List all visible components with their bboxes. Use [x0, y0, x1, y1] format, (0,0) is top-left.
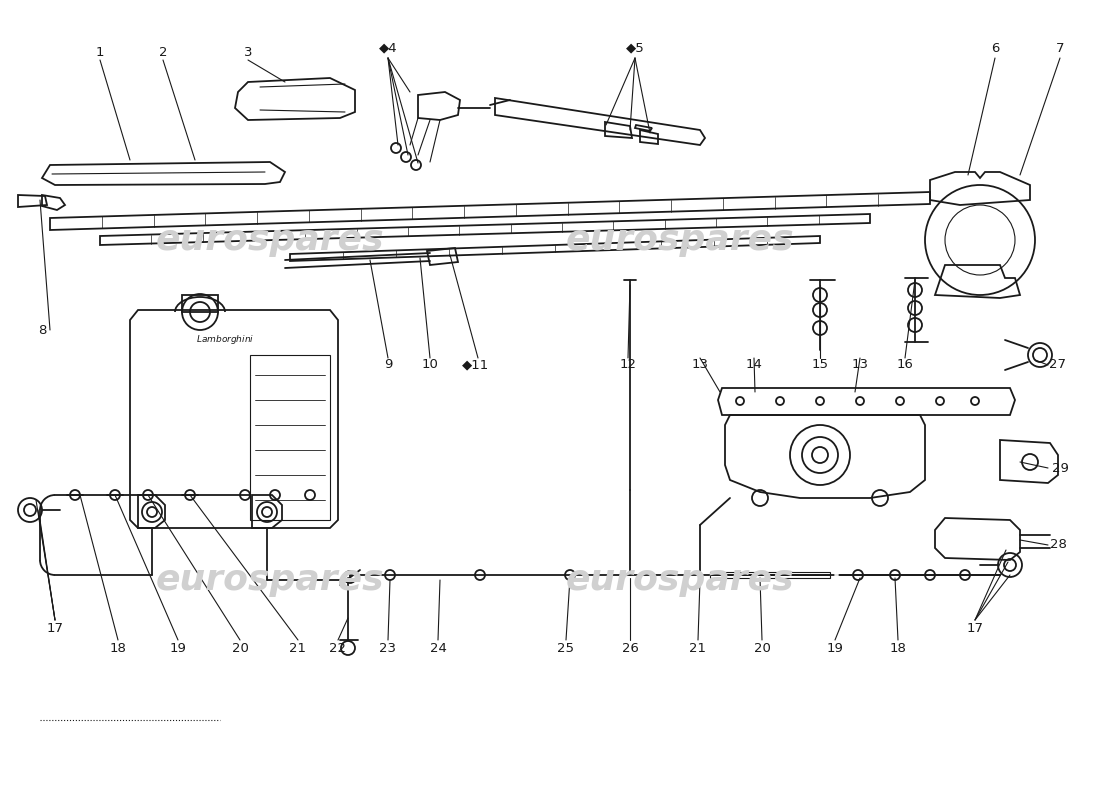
Text: 8: 8	[37, 323, 46, 337]
Text: 19: 19	[826, 642, 844, 654]
Text: 3: 3	[244, 46, 252, 58]
Text: 7: 7	[1056, 42, 1065, 54]
Text: 29: 29	[1052, 462, 1068, 474]
Text: 21: 21	[289, 642, 307, 654]
Text: 17: 17	[46, 622, 64, 634]
Text: eurospares: eurospares	[565, 223, 794, 257]
Text: 10: 10	[421, 358, 439, 371]
Text: 1: 1	[96, 46, 104, 58]
Text: 22: 22	[330, 642, 346, 654]
Text: eurospares: eurospares	[565, 563, 794, 597]
Text: eurospares: eurospares	[156, 223, 384, 257]
Text: ◆5: ◆5	[626, 42, 645, 54]
Text: 14: 14	[746, 358, 762, 371]
Text: eurospares: eurospares	[156, 563, 384, 597]
Text: 28: 28	[1049, 538, 1066, 551]
Text: 13: 13	[851, 358, 869, 371]
Text: 18: 18	[110, 642, 126, 654]
Text: 24: 24	[430, 642, 447, 654]
Text: 18: 18	[890, 642, 906, 654]
Text: 19: 19	[169, 642, 186, 654]
Text: 20: 20	[754, 642, 770, 654]
Text: 16: 16	[896, 358, 913, 371]
Text: 17: 17	[967, 622, 983, 634]
Text: 25: 25	[558, 642, 574, 654]
Text: 27: 27	[1049, 358, 1067, 371]
Text: 6: 6	[991, 42, 999, 54]
Text: 20: 20	[232, 642, 249, 654]
Text: 13: 13	[692, 358, 708, 371]
Text: 12: 12	[619, 358, 637, 371]
Text: $\mathit{Lamborghini}$: $\mathit{Lamborghini}$	[196, 334, 254, 346]
Text: ◆11: ◆11	[462, 358, 490, 371]
Text: 23: 23	[379, 642, 396, 654]
Text: 2: 2	[158, 46, 167, 58]
Text: 21: 21	[690, 642, 706, 654]
Text: 9: 9	[384, 358, 393, 371]
Text: 26: 26	[621, 642, 638, 654]
Text: 15: 15	[812, 358, 828, 371]
Text: ◆4: ◆4	[378, 42, 397, 54]
